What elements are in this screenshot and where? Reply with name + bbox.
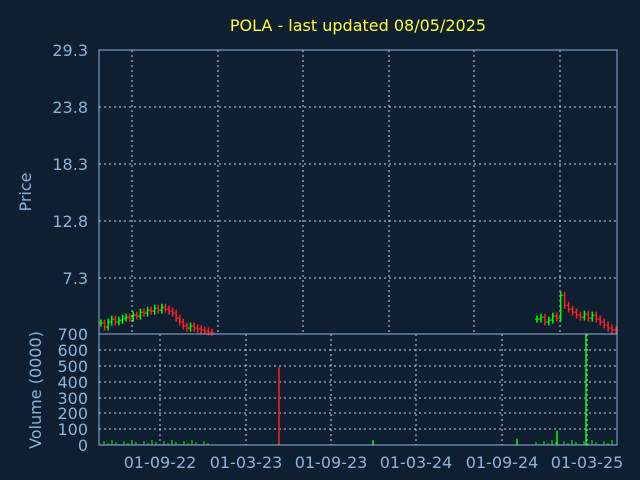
volume-tick-label: 600 xyxy=(57,341,88,360)
volume-tick-label: 200 xyxy=(57,404,88,423)
chart-title: POLA - last updated 08/05/2025 xyxy=(230,16,486,35)
volume-tick-label: 400 xyxy=(57,373,88,392)
price-tick-label: 23.8 xyxy=(52,98,88,117)
volume-tick-label: 500 xyxy=(57,357,88,376)
x-tick-label: 01-03-24 xyxy=(380,453,453,472)
price-tick-label: 18.3 xyxy=(52,155,88,174)
volume-tick-label: 300 xyxy=(57,389,88,408)
x-tick-label: 01-09-22 xyxy=(124,453,197,472)
volume-tick-label: 100 xyxy=(57,420,88,439)
volume-grid xyxy=(99,334,617,445)
volume-axis-label: Volume (0000) xyxy=(26,331,45,449)
axis-tick-labels: 29.3 23.8 18.3 12.8 7.3 700600500400300200100… xyxy=(52,41,623,472)
volume-tick-label: 0 xyxy=(78,436,88,455)
price-grid xyxy=(99,50,617,334)
price-ohlc-bars xyxy=(99,291,618,336)
x-tick-label: 01-03-25 xyxy=(551,453,624,472)
price-panel-frame xyxy=(98,49,618,335)
price-axis-label: Price xyxy=(16,172,35,211)
price-tick-label: 7.3 xyxy=(63,269,88,288)
volume-panel-frame xyxy=(98,333,618,446)
x-tick-label: 01-09-24 xyxy=(466,453,539,472)
x-tick-label: 01-03-23 xyxy=(210,453,283,472)
price-tick-label: 29.3 xyxy=(52,41,88,60)
volume-bars xyxy=(103,334,613,445)
panel-frames xyxy=(98,49,618,446)
price-tick-label: 12.8 xyxy=(52,212,88,231)
x-tick-label: 01-09-23 xyxy=(295,453,368,472)
price-tick-label: 700 xyxy=(57,325,88,344)
